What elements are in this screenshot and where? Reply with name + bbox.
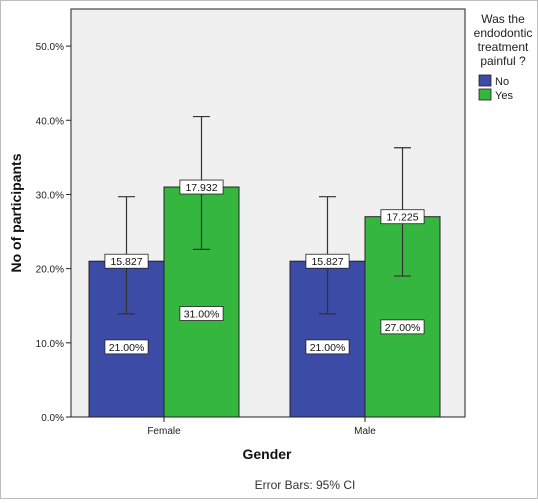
x-tick-label: Female	[147, 426, 181, 437]
y-axis-title: No of participants	[8, 153, 24, 272]
y-tick-label: 20.0%	[36, 265, 64, 276]
value-label: 21.00%	[310, 342, 346, 354]
ci-label-box	[305, 253, 350, 269]
ci-label: 17.932	[185, 182, 217, 194]
ci-label-box	[179, 179, 224, 195]
ci-label-box	[104, 253, 149, 269]
x-axis-title: Gender	[242, 446, 292, 462]
ci-label: 15.827	[110, 256, 142, 268]
value-label-box	[305, 339, 350, 355]
value-label: 21.00%	[109, 342, 145, 354]
legend: Was the endodontic treatment painful ? N…	[474, 12, 533, 102]
legend-swatch-no	[478, 74, 492, 87]
legend-label-yes: Yes	[495, 90, 513, 102]
y-tick-label: 0.0%	[41, 413, 64, 424]
y-tick-label: 10.0%	[36, 339, 64, 350]
data-labels: 15.827 21.00% 17.932 31.00% 15.827 21.00% 17.2…	[104, 179, 425, 355]
value-label: 27.00%	[385, 322, 421, 334]
y-tick-label: 50.0%	[36, 42, 64, 53]
ci-label: 17.225	[386, 212, 418, 224]
legend-title-line-2: endodontic	[474, 26, 533, 40]
value-label: 31.00%	[184, 309, 220, 321]
legend-title-line-3: treatment	[478, 40, 529, 54]
legend-label-no: No	[495, 76, 509, 88]
value-label-box	[179, 306, 224, 321]
ci-label-box	[380, 209, 425, 225]
y-tick-label: 40.0%	[36, 116, 64, 127]
error-bars-footnote: Error Bars: 95% CI	[255, 478, 356, 492]
value-label-box	[380, 319, 425, 335]
y-tick-label: 30.0%	[36, 190, 64, 201]
legend-title-line-1: Was the	[481, 12, 525, 26]
ci-label: 15.827	[311, 256, 343, 268]
y-axis: 0.0% 10.0% 20.0% 30.0% 40.0% 50.0%	[36, 42, 71, 424]
value-label-box	[104, 339, 149, 355]
legend-swatch-yes	[478, 88, 492, 101]
x-tick-label: Male	[354, 426, 376, 437]
legend-title-line-4: painful ?	[480, 54, 526, 68]
x-axis: Female Male	[147, 417, 376, 437]
